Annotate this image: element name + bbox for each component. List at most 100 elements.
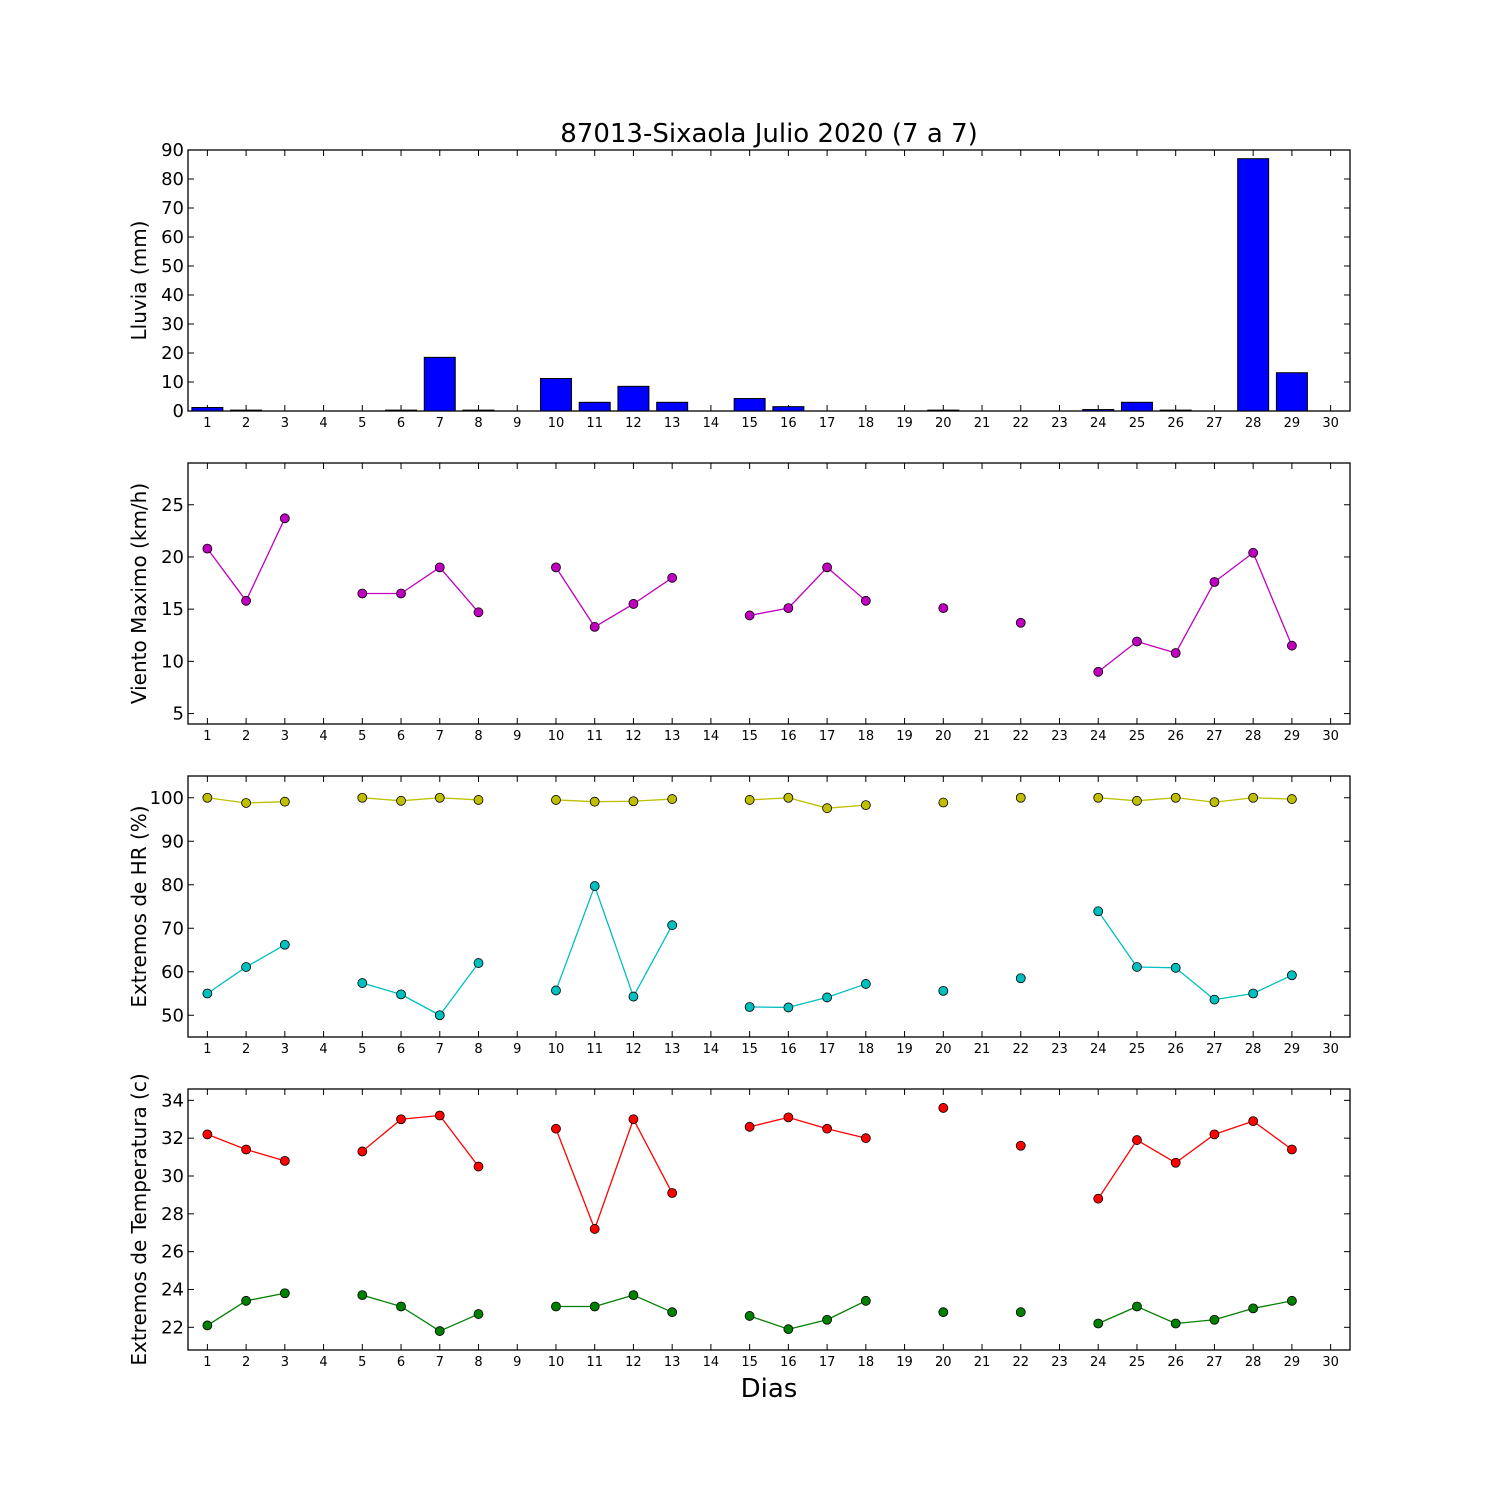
x-tick-label: 22	[1012, 416, 1029, 431]
series-1-segment	[245, 1148, 286, 1162]
y-tick-label: 80	[161, 875, 184, 896]
series-1-point-day-18	[860, 800, 871, 811]
bar-day-24	[1082, 409, 1115, 412]
x-tick-label: 2	[242, 1042, 250, 1057]
plot-frame	[187, 775, 1351, 1038]
x-tick-label: 11	[586, 1042, 603, 1057]
series-1-segment	[826, 566, 867, 602]
x-tick-label: 25	[1129, 416, 1146, 431]
series-2-segment	[1175, 1319, 1215, 1325]
series-2-point-day-11	[589, 1301, 600, 1312]
x-tick-label: 1	[203, 1355, 211, 1370]
series-2-point-day-29	[1287, 970, 1297, 981]
x-tick-label: 30	[1322, 416, 1339, 431]
x-tick-label: 30	[1322, 1042, 1339, 1057]
series-2-point-day-5	[357, 978, 368, 988]
x-tick-label: 11	[586, 729, 603, 744]
series-1-point-day-13	[667, 572, 678, 583]
x-tick-label: 10	[548, 416, 565, 431]
x-tick-label: 6	[397, 1355, 405, 1370]
y-tick-label: 28	[161, 1204, 184, 1225]
bar-day-20	[927, 409, 960, 412]
plot-frame	[187, 1088, 1351, 1351]
bar-day-8	[462, 409, 495, 412]
series-2-segment	[439, 962, 480, 1016]
series-2-point-day-28	[1248, 988, 1259, 999]
x-tick-label: 21	[974, 416, 991, 431]
x-tick-label: 13	[664, 729, 681, 744]
x-tick-label: 15	[741, 1355, 758, 1370]
series-1-point-day-17	[822, 562, 832, 573]
series-1-point-day-27	[1209, 797, 1220, 807]
x-tick-label: 20	[935, 1042, 952, 1057]
series-2-point-day-26	[1170, 1318, 1181, 1329]
x-tick-label: 25	[1129, 1355, 1146, 1370]
series-1-point-day-24	[1093, 792, 1104, 803]
series-1-point-day-11	[589, 622, 600, 632]
x-tick-label: 4	[319, 1355, 327, 1370]
x-tick-label: 9	[513, 729, 521, 744]
series-2-point-day-25	[1132, 1301, 1142, 1312]
x-tick-label: 29	[1284, 729, 1301, 744]
series-1-point-day-16	[783, 792, 794, 803]
x-tick-label: 13	[664, 1355, 681, 1370]
bar-day-12	[617, 385, 650, 412]
series-2-point-day-18	[860, 979, 871, 989]
series-1-segment	[1214, 552, 1254, 583]
y-tick-label: 40	[161, 285, 184, 306]
series-1-point-day-11	[589, 1224, 600, 1234]
series-1-point-day-2	[241, 595, 252, 606]
x-tick-label: 21	[974, 729, 991, 744]
series-2-point-day-11	[589, 881, 600, 891]
series-1-segment	[245, 518, 286, 602]
series-1-point-day-20	[938, 1103, 949, 1113]
x-tick-label: 12	[625, 416, 642, 431]
bar-day-7	[423, 356, 456, 412]
series-2-segment	[632, 924, 673, 997]
y-tick-label: 90	[161, 140, 184, 161]
y-tick-label: 80	[161, 169, 184, 190]
x-tick-label: 12	[625, 1042, 642, 1057]
x-tick-label: 24	[1090, 1042, 1107, 1057]
series-1-point-day-13	[667, 1188, 678, 1198]
series-1-point-day-1	[202, 1129, 213, 1140]
x-tick-label: 10	[548, 729, 565, 744]
series-1-segment	[633, 577, 673, 605]
x-tick-label: 19	[896, 1042, 913, 1057]
x-tick-label: 7	[436, 1355, 444, 1370]
series-1-segment	[749, 607, 789, 617]
x-tick-label: 15	[741, 1042, 758, 1057]
x-tick-label: 6	[397, 1042, 405, 1057]
x-tick-label: 30	[1322, 729, 1339, 744]
series-1-segment	[1098, 797, 1138, 802]
x-tick-label: 2	[242, 729, 250, 744]
y-axis-label: Viento Maximo (km/h)	[127, 483, 151, 704]
x-tick-label: 8	[474, 729, 482, 744]
x-tick-label: 21	[974, 1355, 991, 1370]
series-2-point-day-3	[279, 939, 290, 950]
y-tick-label: 34	[161, 1090, 184, 1111]
series-2-point-day-13	[667, 920, 678, 931]
series-2-point-day-2	[241, 1295, 252, 1306]
series-1-segment	[362, 797, 402, 802]
bar-day-13	[656, 401, 689, 412]
series-1-point-day-25	[1132, 1135, 1142, 1145]
series-1-point-day-24	[1093, 666, 1104, 677]
series-2-segment	[788, 996, 828, 1009]
x-tick-label: 11	[586, 416, 603, 431]
series-2-point-day-15	[744, 1002, 755, 1012]
x-tick-label: 3	[281, 416, 289, 431]
series-1-segment	[439, 566, 479, 613]
series-1-point-day-29	[1287, 1144, 1297, 1155]
series-1-point-day-6	[396, 795, 406, 806]
series-1-segment	[594, 603, 634, 628]
series-2-point-day-6	[396, 989, 406, 1000]
series-2-segment	[439, 1313, 479, 1332]
series-1-point-day-16	[783, 603, 794, 614]
series-1-point-day-7	[434, 562, 445, 573]
x-tick-label: 29	[1284, 1042, 1301, 1057]
